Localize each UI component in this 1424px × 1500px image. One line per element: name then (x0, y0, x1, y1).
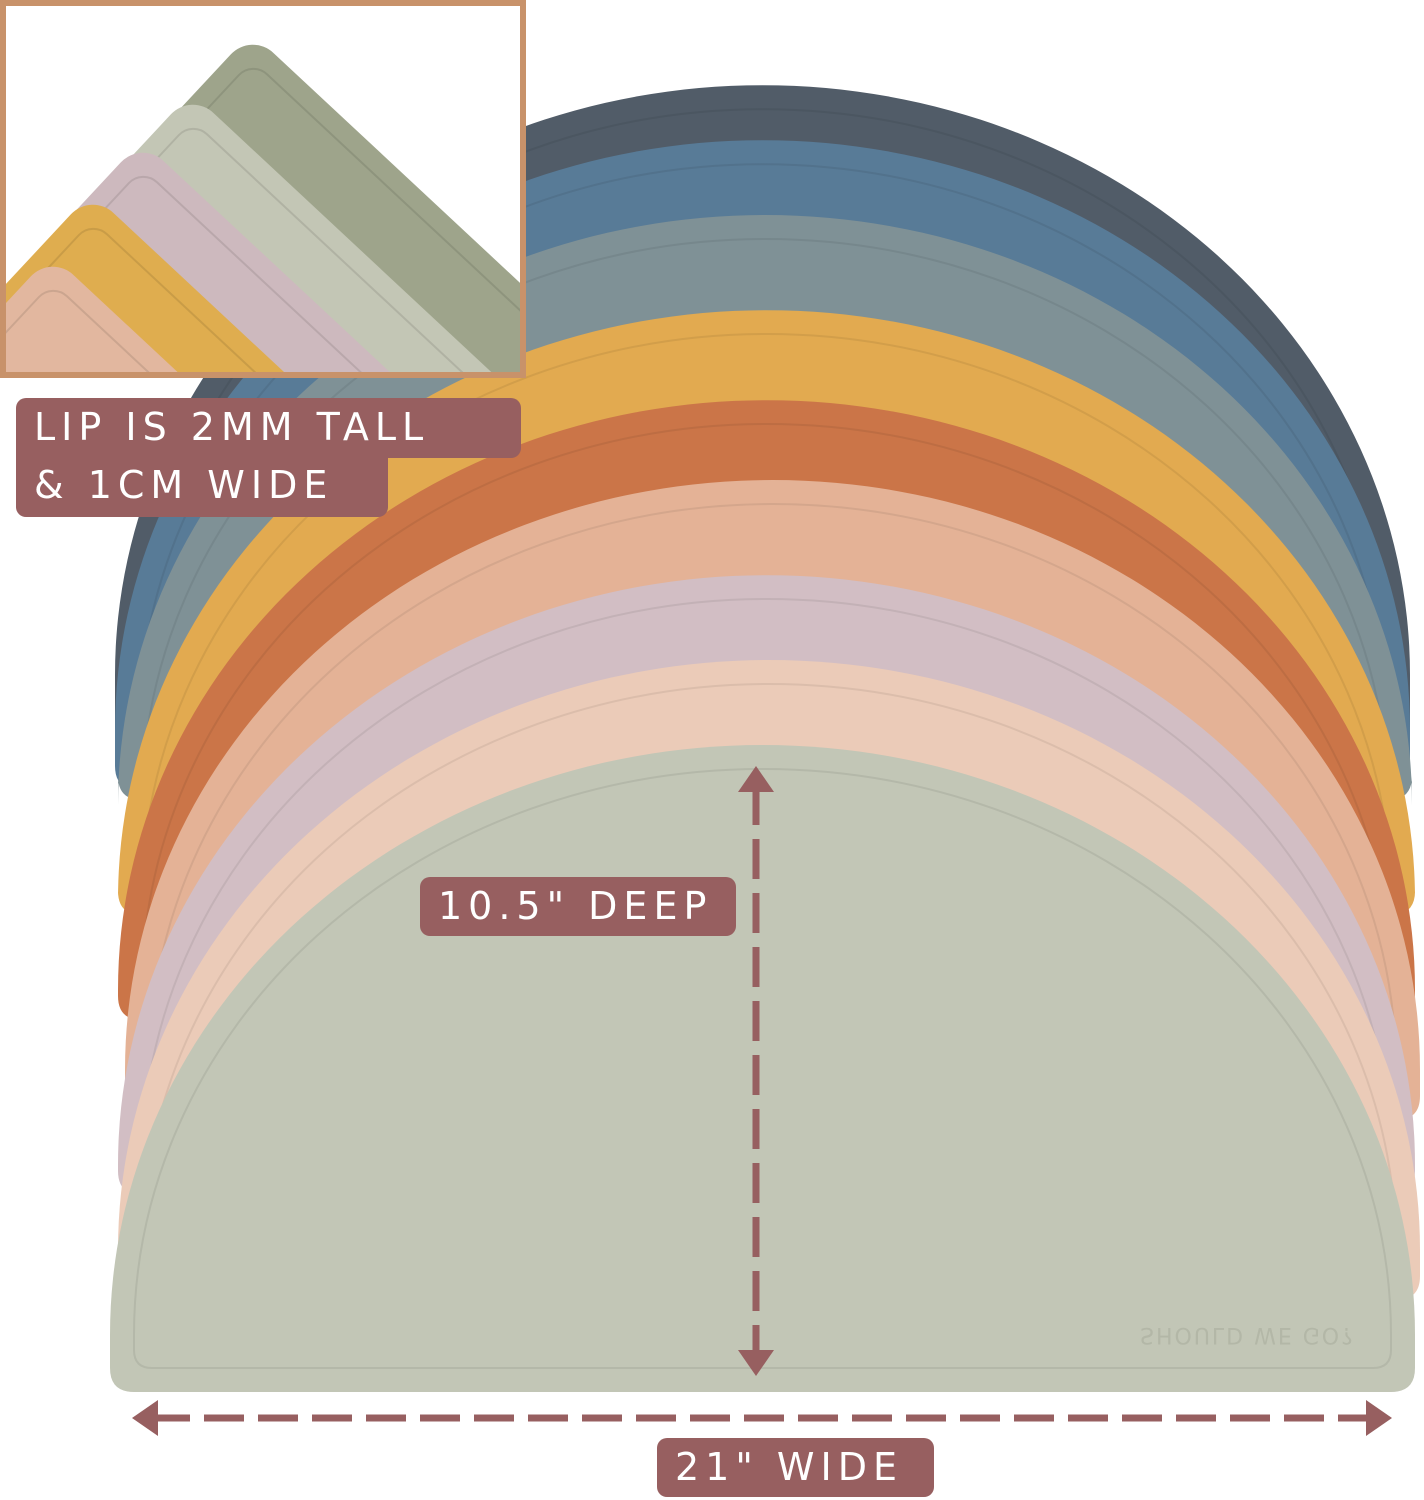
lip-detail-inset (0, 0, 526, 378)
lip-label-line1: LIP IS 2MM TALL (16, 398, 521, 458)
depth-label: 10.5" DEEP (420, 877, 736, 936)
width-arrow-head-left (132, 1400, 158, 1436)
brand-emboss: SHOULD WE GO? (1140, 1322, 1355, 1347)
depth-arrow-head-top (738, 766, 774, 792)
width-arrow-head-right (1366, 1400, 1392, 1436)
placemat-lip (133, 768, 1392, 1369)
lip-label-line2: & 1CM WIDE (16, 456, 388, 517)
inset-mats-closeup (6, 44, 520, 372)
width-label: 21" WIDE (657, 1438, 934, 1497)
depth-arrow-head-bottom (738, 1350, 774, 1376)
